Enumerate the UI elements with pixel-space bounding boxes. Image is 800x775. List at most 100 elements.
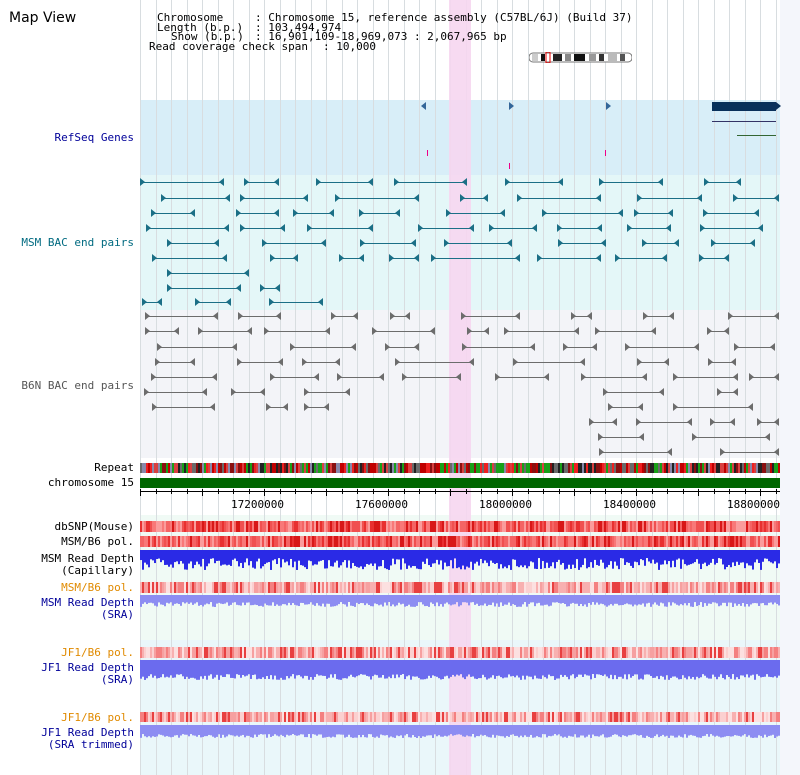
refseq-genes-label[interactable]: RefSeq Genes [54,131,134,144]
msm-depth-sra-bar [282,595,284,605]
jf1-depth-sra-bar [308,660,310,680]
msm-depth-capillary-bar [372,550,374,566]
b6n-bac-label[interactable]: B6N BAC end pairs [21,379,134,392]
msm-depth-capillary-bar [294,550,296,562]
jf1-depth-trimmed-bar [428,725,430,736]
jf1-read-depth-sra-label[interactable]: JF1 Read Depth [41,661,134,674]
msm-read-depth-capillary-label[interactable]: MSM Read Depth [41,552,134,565]
msm-b6-pol-heat [230,536,232,547]
dbsnp-heat [686,521,688,532]
msm-b6-pol-heat [312,536,314,547]
jf1-b6-pol-heat [752,647,754,658]
msm-b6-pol-heat [502,536,504,547]
jf1-depth-trimmed-bar [644,725,646,738]
jf1-b6-pol-heat [294,647,296,658]
jf1-b6-pol-2-heat [202,712,204,722]
repeat-segment [406,463,408,473]
msm-b6-pol-2-heat [776,582,778,593]
jf1-depth-sra-bar [572,660,574,675]
msm-read-depth-sra-label[interactable]: MSM Read Depth [41,596,134,609]
jf1-depth-trimmed-bar [732,725,734,737]
msm-b6-pol-2-heat [448,582,450,593]
repeat-segment [318,463,320,473]
b6n-bac-pair-end [372,327,377,335]
jf1-depth-sra-bar [618,660,620,677]
jf1-b6-pol-2-heat [308,712,310,722]
jf1-b6-pol-2-heat [336,712,338,722]
msm-depth-sra-bar [500,595,502,603]
msm-depth-capillary-bar [614,550,616,562]
dbsnp-heat [368,521,370,532]
dbsnp-heat [510,521,512,532]
msm-depth-sra-bar [658,595,660,606]
repeat-segment [648,463,650,473]
msm-b6-pol-2-heat [512,582,514,593]
msm-b6-pol-heat [158,536,160,547]
refseq-mark [605,150,606,156]
jf1-b6-pol-2-label[interactable]: JF1/B6 pol. [61,711,134,724]
jf1-depth-trimmed-bar [400,725,402,736]
repeat-label[interactable]: Repeat [94,461,134,474]
jf1-b6-pol-heat [360,647,362,658]
jf1-depth-sra-bar [266,660,268,677]
msm-b6-pol-2-heat [426,582,428,593]
repeat-segment [554,463,556,473]
jf1-b6-pol-heat [340,647,342,658]
chromosome-label[interactable]: chromosome 15 [47,476,134,489]
jf1-b6-pol-heat [472,647,474,658]
msm-depth-sra-bar [372,595,374,607]
dbsnp-heat [584,521,586,532]
jf1-depth-trimmed-bar [726,725,728,737]
jf1-b6-pol-heat [718,647,720,658]
repeat-segment [548,463,550,473]
msm-b6-pol-2-heat [532,582,534,593]
jf1-b6-pol-heat [672,647,674,658]
msm-b6-pol-2-heat [142,582,144,593]
jf1-b6-pol-2-heat [342,712,344,722]
repeat-segment [682,463,684,473]
msm-b6-pol-heat [606,536,608,547]
dbsnp-heat [696,521,698,532]
msm-b6-pol-2-label[interactable]: MSM/B6 pol. [61,581,134,594]
msm-b6-pol-heat [390,536,392,547]
jf1-depth-sra-bar [542,660,544,676]
jf1-depth-sra-bar [260,660,262,679]
msm-b6-pol-heat [352,536,354,547]
jf1-depth-trimmed-bar [528,725,530,737]
repeat-segment [240,463,242,473]
repeat-segment [624,463,626,473]
jf1-b6-pol-2-heat [144,712,146,722]
b6n-bac-pair-end [707,327,712,335]
msm-b6-pol-2-heat [492,582,494,593]
selection-highlight[interactable] [449,0,471,775]
msm-bac-label[interactable]: MSM BAC end pairs [21,236,134,249]
msm-bac-pair-end [489,224,494,232]
msm-depth-capillary-bar [500,550,502,565]
msm-depth-capillary-bar [388,550,390,570]
dbsnp-heat [330,521,332,532]
jf1-b6-pol-2-heat [676,712,678,722]
b6n-bac-pair-end [430,327,435,335]
dbsnp-heat [508,521,510,532]
dbsnp-heat [396,521,398,532]
repeat-segment [526,463,528,473]
msm-depth-sra-bar [432,595,434,604]
jf1-b6-pol-2-heat [596,712,598,722]
msm-b6-pol-label[interactable]: MSM/B6 pol. [61,535,134,548]
msm-b6-pol-2-heat [334,582,336,593]
dbsnp-heat [218,521,220,532]
msm-b6-pol-heat [600,536,602,547]
msm-bac-pair-end [736,178,741,186]
jf1-read-depth-trimmed-label[interactable]: JF1 Read Depth [41,726,134,739]
msm-depth-capillary-bar [534,550,536,569]
jf1-b6-pol-heat [408,647,410,658]
jf1-b6-pol-label[interactable]: JF1/B6 pol. [61,646,134,659]
msm-b6-pol-2-heat [516,582,518,593]
chromosome-ideogram[interactable] [529,52,632,63]
jf1-depth-sra-bar [626,660,628,680]
msm-b6-pol-heat [262,536,264,547]
msm-depth-sra-bar [750,595,752,605]
jf1-depth-trimmed-bar [368,725,370,735]
dbsnp-label[interactable]: dbSNP(Mouse) [54,520,134,533]
